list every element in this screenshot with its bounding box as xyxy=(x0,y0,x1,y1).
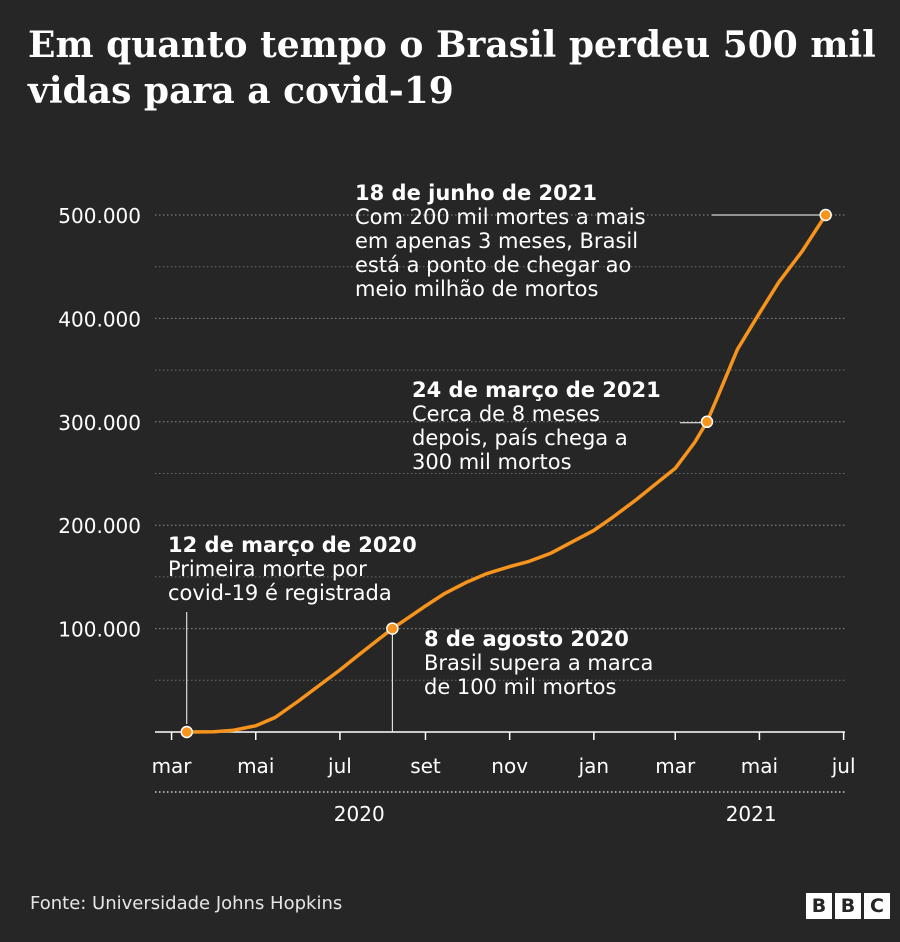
bbc-logo-letter: C xyxy=(864,893,890,919)
y-tick-label: 400.000 xyxy=(58,307,141,331)
annotation-text: Primeira morte por xyxy=(168,557,367,581)
bbc-logo: B B C xyxy=(806,893,890,919)
annotation-text: Cerca de 8 meses xyxy=(412,402,600,426)
annotation-marker xyxy=(819,208,832,222)
annotation-text: Brasil supera a marca xyxy=(424,651,653,675)
series-line xyxy=(184,213,828,734)
x-tick-label: mai xyxy=(237,754,274,778)
annotation-heading: 8 de agosto 2020 xyxy=(424,627,629,651)
x-tick-label: jan xyxy=(578,754,610,778)
y-tick-label: 300.000 xyxy=(58,411,141,435)
y-tick-label: 200.000 xyxy=(58,514,141,538)
x-tick-label: nov xyxy=(491,754,528,778)
x-tick-label: jul xyxy=(831,754,856,778)
annotation-text: covid-19 é registrada xyxy=(168,581,392,605)
x-tick-label: mai xyxy=(741,754,778,778)
annotation-text: de 100 mil mortos xyxy=(424,675,616,699)
annotation-text: está a ponto de chegar ao xyxy=(355,253,631,277)
year-label: 2020 xyxy=(334,802,385,826)
annotation-text: depois, país chega a xyxy=(412,426,628,450)
source-note: Fonte: Universidade Johns Hopkins xyxy=(30,893,343,914)
x-tick-label: jul xyxy=(327,754,352,778)
annotation-marker xyxy=(386,622,399,635)
annotation-heading: 24 de março de 2021 xyxy=(412,378,661,402)
annotation-text: meio milhão de mortos xyxy=(355,277,598,301)
bbc-logo-letter: B xyxy=(806,893,832,919)
annotation-marker xyxy=(700,415,714,429)
x-tick-label: mar xyxy=(152,754,193,778)
annotation-heading: 12 de março de 2020 xyxy=(168,533,417,557)
year-label: 2021 xyxy=(726,802,777,826)
x-tick-label: set xyxy=(410,754,441,778)
annotation-text: Com 200 mil mortes a mais xyxy=(355,205,646,229)
y-tick-label: 500.000 xyxy=(58,204,141,228)
line-chart: 100.000 200.000 300.000 400.000 500.000 mar ma… xyxy=(58,181,856,826)
bbc-logo-letter: B xyxy=(835,893,861,919)
annotation-marker xyxy=(180,725,193,739)
chart-title: Em quanto tempo o Brasil perdeu 500 mil … xyxy=(28,24,876,112)
x-tick-label: mar xyxy=(655,754,696,778)
annotation-heading: 18 de junho de 2021 xyxy=(355,181,597,205)
y-tick-label: 100.000 xyxy=(58,618,141,642)
annotation-text: em apenas 3 meses, Brasil xyxy=(355,229,638,253)
annotation-text: 300 mil mortos xyxy=(412,450,572,474)
